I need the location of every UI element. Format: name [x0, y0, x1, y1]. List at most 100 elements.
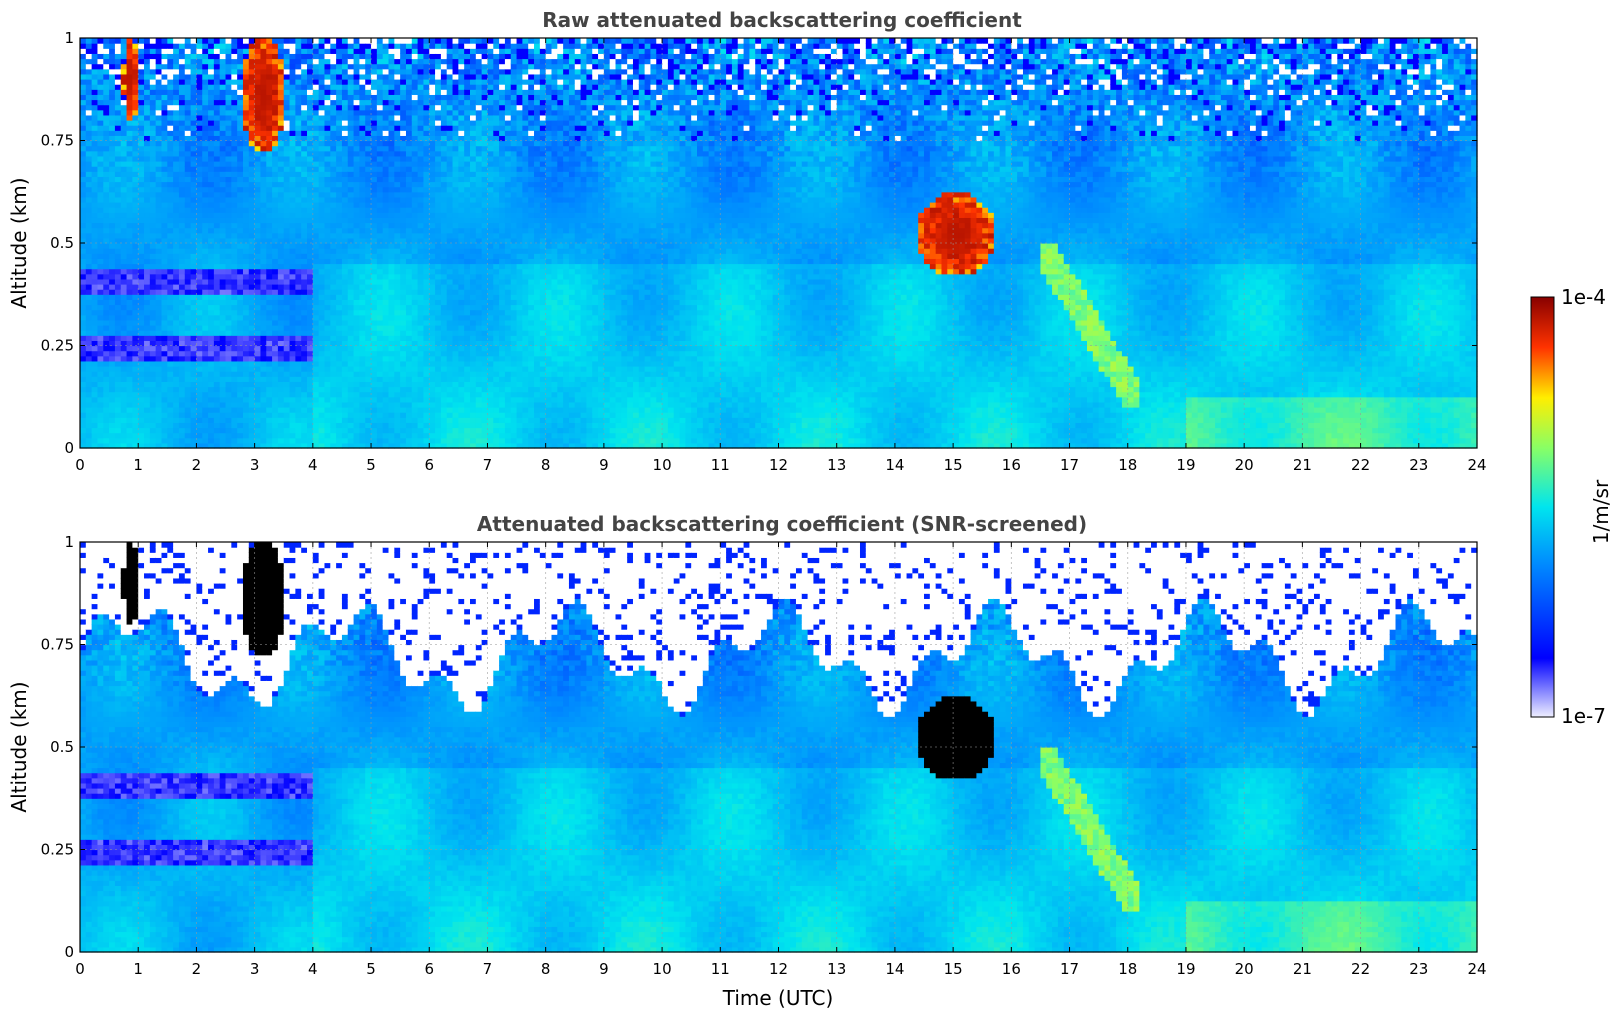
heatmap-cell: [121, 351, 127, 357]
heatmap-cell: [103, 315, 109, 321]
heatmap-cell: [115, 94, 121, 100]
heatmap-cell: [115, 335, 121, 341]
heatmap-cell: [103, 233, 109, 239]
heatmap-cell: [80, 115, 86, 121]
heatmap-cell: [97, 156, 103, 162]
heatmap-cell: [80, 330, 86, 336]
heatmap-cell: [86, 299, 92, 305]
heatmap-cell: [121, 428, 127, 434]
heatmap-cell: [103, 305, 109, 311]
heatmap-cell: [109, 279, 115, 285]
heatmap-cell: [92, 305, 98, 311]
heatmap-cell: [103, 100, 109, 106]
heatmap-cell: [92, 433, 98, 439]
heatmap-cell: [80, 141, 86, 147]
heatmap-cell: [80, 166, 86, 172]
heatmap-cell: [115, 387, 121, 393]
heatmap-cell: [121, 356, 127, 362]
heatmap-cell: [103, 294, 109, 300]
heatmap-cell: [115, 310, 121, 316]
heatmap-cell: [92, 407, 98, 413]
heatmap-cell: [92, 315, 98, 321]
heatmap-cell: [115, 330, 121, 336]
heatmap-cell: [121, 279, 127, 285]
heatmap-cell: [97, 305, 103, 311]
heatmap-cell: [80, 207, 86, 213]
heatmap-cell: [115, 197, 121, 203]
heatmap-cell: [109, 387, 115, 393]
heatmap-cell: [115, 156, 121, 162]
heatmap-cell: [92, 202, 98, 208]
heatmap-cell: [109, 187, 115, 193]
heatmap-cell: [86, 438, 92, 444]
heatmap-cell: [97, 310, 103, 316]
heatmap-cell: [121, 166, 127, 172]
heatmap-cell: [109, 74, 115, 80]
heatmap-cell: [86, 43, 92, 49]
heatmap-cell: [80, 217, 86, 223]
heatmap-cell: [86, 269, 92, 275]
heatmap-cell: [86, 115, 92, 121]
heatmap-cell: [121, 207, 127, 213]
heatmap-cell: [121, 422, 127, 428]
heatmap-cell: [97, 228, 103, 234]
heatmap-cell: [109, 59, 115, 65]
heatmap-cell: [103, 412, 109, 418]
heatmap-cell: [86, 176, 92, 182]
heatmap-cell: [115, 412, 121, 418]
heatmap-cell: [109, 202, 115, 208]
heatmap-cell: [92, 53, 98, 59]
heatmap-cell: [86, 48, 92, 54]
heatmap-cell: [109, 110, 115, 116]
heatmap-cell: [103, 197, 109, 203]
heatmap-cell: [115, 120, 121, 126]
heatmap-cell: [86, 264, 92, 270]
heatmap-cell: [121, 120, 127, 126]
heatmap-cell: [115, 320, 121, 326]
heatmap-cell: [115, 217, 121, 223]
heatmap-cell: [109, 433, 115, 439]
heatmap-cell: [121, 161, 127, 167]
heatmap-cell: [92, 325, 98, 331]
heatmap-cell: [80, 417, 86, 423]
heatmap-cell: [80, 212, 86, 218]
heatmap-cell: [115, 64, 121, 70]
heatmap-cell: [80, 156, 86, 162]
heatmap-cell: [86, 351, 92, 357]
heatmap-cell: [97, 202, 103, 208]
heatmap-cell: [115, 89, 121, 95]
heatmap-cell: [109, 171, 115, 177]
heatmap-cell: [103, 433, 109, 439]
heatmap-cell: [86, 59, 92, 65]
heatmap-cell: [121, 105, 127, 111]
heatmap-cell: [97, 422, 103, 428]
heatmap-cell: [80, 130, 86, 136]
heatmap-cell: [80, 294, 86, 300]
heatmap-cell: [115, 402, 121, 408]
heatmap-cell: [92, 428, 98, 434]
heatmap-cell: [97, 330, 103, 336]
heatmap-cell: [109, 156, 115, 162]
heatmap-cell: [97, 43, 103, 49]
heatmap-cell: [80, 161, 86, 167]
heatmap-cell: [97, 274, 103, 280]
heatmap-cell: [92, 48, 98, 54]
heatmap-cell: [92, 38, 98, 44]
heatmap-cell: [121, 305, 127, 311]
heatmap-cell: [92, 371, 98, 377]
heatmap-cell: [109, 264, 115, 270]
heatmap-cell: [97, 74, 103, 80]
heatmap-cell: [97, 402, 103, 408]
heatmap-cell: [86, 310, 92, 316]
heatmap-cell: [103, 69, 109, 75]
heatmap-cell: [121, 84, 127, 90]
heatmap-cell: [86, 94, 92, 100]
heatmap-cell: [103, 130, 109, 136]
heatmap-cell: [115, 130, 121, 136]
heatmap-cell: [103, 212, 109, 218]
heatmap-cell: [97, 125, 103, 131]
heatmap-cell: [80, 258, 86, 264]
heatmap-cell: [121, 335, 127, 341]
heatmap-cell: [115, 79, 121, 85]
heatmap-cell: [103, 371, 109, 377]
